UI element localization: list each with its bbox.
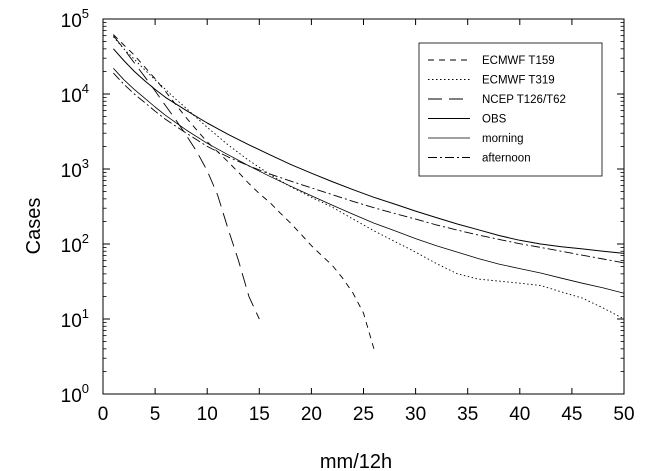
y-axis-label: Cases (23, 198, 45, 255)
x-tick-label: 0 (98, 404, 109, 425)
x-tick-label: 40 (509, 404, 530, 425)
x-tick-label: 20 (301, 404, 322, 425)
series-line-obs (113, 48, 625, 254)
x-tick-label: 25 (353, 404, 374, 425)
x-axis-label: mm/12h (320, 451, 392, 471)
legend-label: NCEP T126/T62 (482, 94, 566, 106)
x-tick-label: 35 (457, 404, 478, 425)
y-tick-label: 103 (61, 156, 89, 182)
legend-label: ECMWF T319 (482, 75, 555, 87)
legend-label: afternoon (482, 153, 531, 165)
y-tick-label: 105 (61, 6, 89, 32)
series-line-morning (113, 68, 625, 294)
series-line-afternoon (113, 72, 625, 264)
series-line-ecmwf-t319 (113, 36, 625, 320)
legend-label: ECMWF T159 (482, 55, 555, 67)
x-tick-label: 50 (613, 404, 634, 425)
series-group (113, 34, 625, 349)
x-tick-label: 30 (405, 404, 426, 425)
y-tick-label: 102 (61, 231, 89, 257)
legend-label: morning (482, 133, 524, 145)
x-tick-label: 45 (561, 404, 582, 425)
legend-label: OBS (482, 114, 507, 126)
x-tick-label: 10 (197, 404, 218, 425)
y-tick-label: 100 (61, 381, 89, 407)
legend-box (418, 42, 603, 177)
x-tick-label: 5 (150, 404, 161, 425)
y-tick-label: 101 (61, 306, 89, 332)
ticks-group: 0 5 10 15 20 25 30 35 40 45 50 100 101 102 103 104 105 (61, 6, 635, 425)
x-tick-label: 15 (249, 404, 270, 425)
y-tick-label: 104 (61, 81, 89, 107)
legend: ECMWF T159 ECMWF T319 NCEP T126/T62 OBS morn… (418, 42, 603, 177)
